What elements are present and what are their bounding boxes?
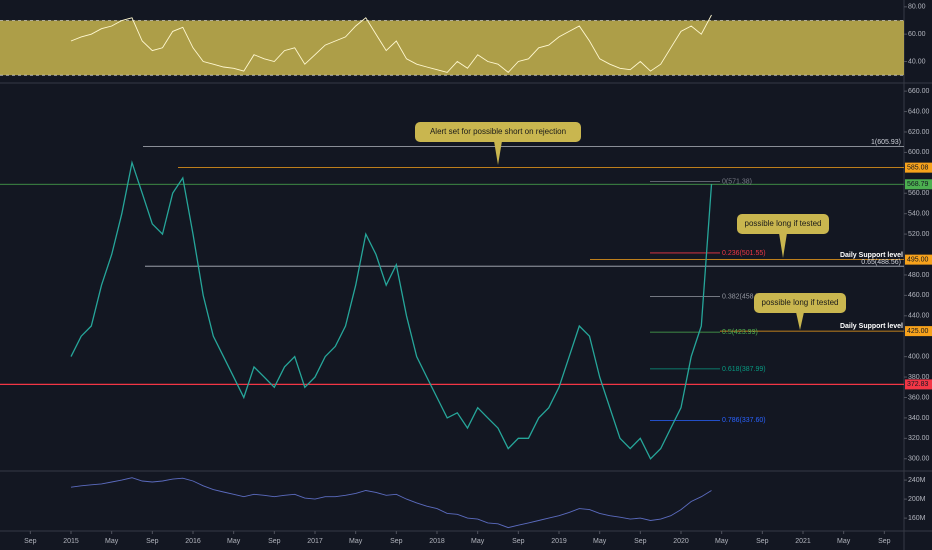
y-tick-label: 440.00 bbox=[908, 313, 930, 320]
x-tick-label: 2015 bbox=[63, 538, 79, 545]
y-tick-label: 320.00 bbox=[908, 435, 930, 442]
callout-pointer bbox=[796, 312, 804, 330]
series-line bbox=[70, 160, 713, 460]
fib-label: 0.236(501.55) bbox=[722, 250, 766, 257]
x-tick-label: May bbox=[593, 538, 607, 545]
y-tick-label: 400.00 bbox=[908, 353, 930, 360]
y-tick-label: 560.00 bbox=[908, 190, 930, 197]
y-tick-label: 360.00 bbox=[908, 394, 930, 401]
x-tick-label: Sep bbox=[268, 538, 281, 545]
y-tick-label: 60.00 bbox=[908, 31, 926, 38]
axis-price-label: 585.08 bbox=[907, 164, 929, 171]
y-tick-label: 300.00 bbox=[908, 456, 930, 463]
x-tick-label: May bbox=[227, 538, 241, 545]
x-tick-label: May bbox=[837, 538, 851, 545]
axis-price-box bbox=[905, 326, 932, 337]
x-tick-label: 2021 bbox=[795, 538, 811, 545]
fib-label: 0(571.38) bbox=[722, 178, 752, 185]
y-tick-label: 380.00 bbox=[908, 374, 930, 381]
callout-box bbox=[737, 214, 829, 234]
axis-price-box bbox=[905, 162, 932, 173]
y-tick-label: 620.00 bbox=[908, 129, 930, 136]
x-tick-label: 2019 bbox=[551, 538, 567, 545]
axis-price-label: 568.79 bbox=[907, 181, 929, 188]
fib-label: 0.382(458.75) bbox=[722, 293, 766, 300]
fib-label: 0.618(387.99) bbox=[722, 366, 766, 373]
y-tick-label: 540.00 bbox=[908, 211, 930, 218]
x-tick-label: 2018 bbox=[429, 538, 445, 545]
x-tick-label: Sep bbox=[878, 538, 891, 545]
x-tick-label: Sep bbox=[634, 538, 647, 545]
y-tick-label: 600.00 bbox=[908, 149, 930, 156]
x-tick-label: Sep bbox=[390, 538, 403, 545]
y-tick-label: 460.00 bbox=[908, 292, 930, 299]
y-tick-label: 240M bbox=[908, 477, 926, 484]
x-tick-label: Sep bbox=[756, 538, 769, 545]
y-tick-label: 200M bbox=[908, 496, 926, 503]
y-tick-label: 640.00 bbox=[908, 108, 930, 115]
x-tick-label: 2017 bbox=[307, 538, 323, 545]
axis-price-box bbox=[905, 179, 932, 190]
x-tick-label: Sep bbox=[512, 538, 525, 545]
x-tick-label: May bbox=[349, 538, 363, 545]
callout-pointer bbox=[779, 233, 787, 258]
y-tick-label: 80.00 bbox=[908, 4, 926, 11]
callout-pointer bbox=[494, 141, 502, 165]
series-line bbox=[70, 477, 712, 529]
rsi-band bbox=[0, 20, 904, 76]
x-tick-label: May bbox=[471, 538, 485, 545]
series-line bbox=[70, 14, 712, 74]
x-tick-label: May bbox=[105, 538, 119, 545]
axis-price-label: 495.00 bbox=[907, 256, 929, 263]
y-tick-label: 660.00 bbox=[908, 88, 930, 95]
x-tick-label: 2020 bbox=[673, 538, 689, 545]
x-tick-label: 2016 bbox=[185, 538, 201, 545]
x-tick-label: Sep bbox=[24, 538, 37, 545]
support-note: Daily Support level bbox=[840, 252, 903, 259]
fib-label: 0.5(423.99) bbox=[722, 329, 758, 336]
y-tick-label: 160M bbox=[908, 515, 926, 522]
x-tick-label: Sep bbox=[146, 538, 159, 545]
y-tick-label: 40.00 bbox=[908, 58, 926, 65]
axis-price-box bbox=[905, 254, 932, 265]
y-tick-label: 520.00 bbox=[908, 231, 930, 238]
callout-box bbox=[754, 293, 846, 313]
axis-price-label: 372.83 bbox=[907, 381, 929, 388]
y-tick-label: 340.00 bbox=[908, 415, 930, 422]
callout-text: possible long if tested bbox=[745, 219, 822, 228]
fib-label: 0.786(337.60) bbox=[722, 417, 766, 424]
y-tick-label: 480.00 bbox=[908, 272, 930, 279]
callout-text: possible long if tested bbox=[762, 298, 839, 307]
x-tick-label: May bbox=[715, 538, 729, 545]
axis-price-label: 425.00 bbox=[907, 328, 929, 335]
callout-box bbox=[415, 122, 581, 142]
support-note: Daily Support level bbox=[840, 323, 903, 330]
level-label: 0.65(488.56) bbox=[861, 259, 901, 266]
level-label: 1(605.93) bbox=[871, 139, 901, 146]
axis-price-box bbox=[905, 379, 932, 390]
callout-text: Alert set for possible short on rejectio… bbox=[430, 127, 566, 136]
